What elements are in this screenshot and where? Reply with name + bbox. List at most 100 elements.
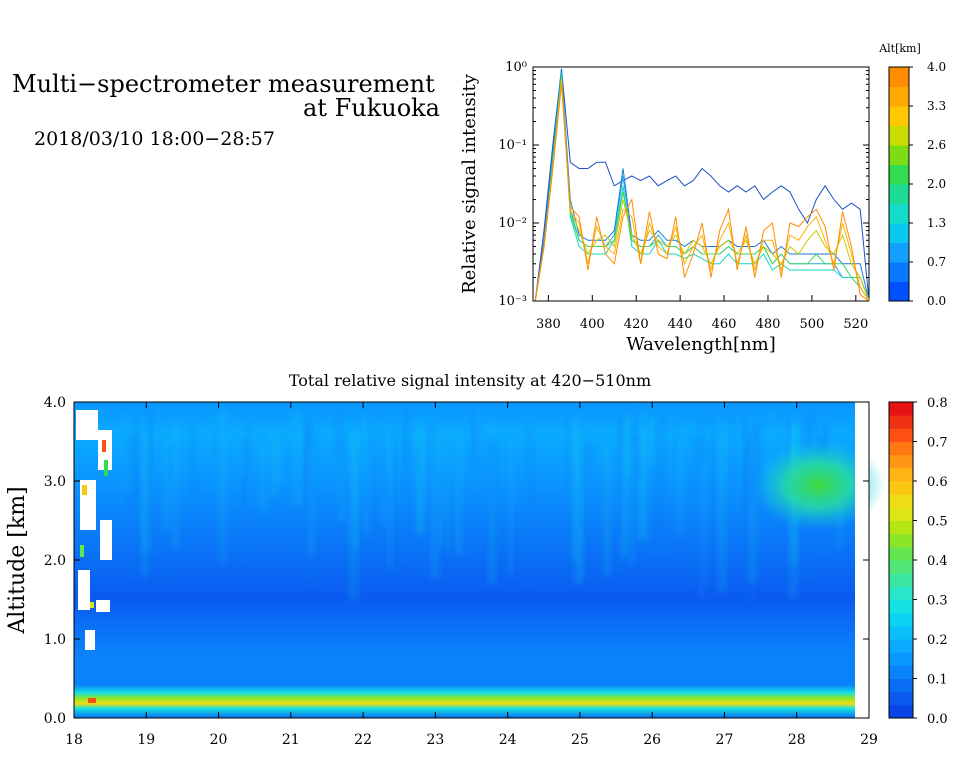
heatmap-streak bbox=[333, 411, 344, 456]
heatmap-streak bbox=[619, 416, 625, 572]
heatmap-streak bbox=[161, 441, 165, 591]
intensity-colorbar-label-1: 0.1 bbox=[927, 673, 948, 688]
heatmap-title: Total relative signal intensity at 420−5… bbox=[289, 371, 651, 390]
intensity-colorbar-swatch-5 bbox=[889, 639, 913, 653]
spectrum-series-2 bbox=[534, 72, 870, 302]
altitude-colorbar-swatch-3 bbox=[889, 223, 909, 243]
spectrum-x-tick-label-5: 480 bbox=[756, 317, 781, 332]
heatmap-streak bbox=[162, 438, 170, 532]
heatmap-x-tick-label-0: 18 bbox=[65, 732, 83, 748]
heatmap-noise-patch bbox=[78, 570, 90, 610]
spectrum-x-tick-label-7: 520 bbox=[843, 317, 868, 332]
spectrum-x-axis-label: Wavelength[nm] bbox=[626, 334, 776, 355]
heatmap-streak bbox=[352, 432, 360, 547]
heatmap-streak bbox=[656, 415, 666, 558]
intensity-colorbar-swatch-3 bbox=[889, 665, 913, 679]
heatmap-noise-patch bbox=[76, 410, 98, 440]
altitude-colorbar-swatch-6 bbox=[889, 164, 909, 185]
heatmap-noise-patch bbox=[104, 460, 108, 476]
spectrum-series-1 bbox=[534, 70, 870, 302]
heatmap-streak bbox=[147, 437, 153, 576]
heatmap-x-tick-label-4: 22 bbox=[354, 732, 372, 748]
heatmap-y-tick-label-2: 2.0 bbox=[44, 553, 66, 569]
heatmap-streak bbox=[454, 432, 464, 555]
heatmap-streak bbox=[430, 436, 440, 579]
altitude-colorbar-swatch-9 bbox=[889, 106, 909, 126]
spectrum-chart: 380 400 420 440 460 480 500 520 10⁻³ 10⁻² 10⁻¹ 10⁰… bbox=[459, 42, 946, 355]
intensity-colorbar-swatch-11 bbox=[889, 560, 913, 574]
heatmap-streak bbox=[629, 445, 635, 566]
heatmap-streak bbox=[150, 411, 155, 462]
intensity-colorbar-swatch-22 bbox=[889, 415, 913, 429]
heatmap-streak bbox=[140, 432, 148, 578]
altitude-colorbar-swatch-10 bbox=[889, 86, 909, 107]
spectrum-y-tick-label-3: 10⁰ bbox=[505, 60, 527, 75]
altitude-colorbar-label-3: 2.0 bbox=[927, 177, 946, 191]
heatmap-y-tick-label-3: 3.0 bbox=[44, 474, 66, 490]
altitude-colorbar-label-4: 2.6 bbox=[927, 138, 946, 152]
intensity-colorbar-swatch-21 bbox=[889, 428, 913, 442]
altitude-colorbar: 0.0 0.7 1.3 2.0 2.6 3.3 4.0 bbox=[888, 60, 946, 308]
heatmap-streak bbox=[689, 434, 697, 588]
heatmap-streak bbox=[269, 425, 278, 497]
spectrum-series-group bbox=[534, 68, 870, 302]
heatmap-streak bbox=[240, 420, 245, 476]
heatmap-streak bbox=[622, 420, 628, 553]
spectrum-x-tick-label-6: 500 bbox=[799, 317, 824, 332]
intensity-colorbar-label-5: 0.5 bbox=[927, 515, 948, 530]
altitude-colorbar-swatch-7 bbox=[889, 145, 909, 165]
spectrum-x-tick-label-0: 380 bbox=[536, 317, 561, 332]
heatmap-streak bbox=[294, 410, 302, 506]
intensity-colorbar-label-4: 0.4 bbox=[927, 554, 948, 569]
heatmap-noise-patch bbox=[102, 440, 106, 452]
intensity-colorbar-swatch-15 bbox=[889, 507, 913, 521]
heatmap-streak bbox=[367, 411, 376, 566]
intensity-colorbar-swatch-14 bbox=[889, 520, 913, 535]
altitude-colorbar-label-2: 1.3 bbox=[927, 216, 946, 230]
spectrum-series-0 bbox=[534, 68, 870, 302]
figure-title-block: Multi−spectrometer measurement at Fukuok… bbox=[12, 72, 440, 120]
altitude-colorbar-label-0: 0.0 bbox=[927, 294, 946, 308]
heatmap-streak bbox=[677, 443, 683, 536]
heatmap-streak bbox=[214, 426, 219, 473]
intensity-colorbar-swatch-4 bbox=[889, 652, 913, 666]
heatmap-streak bbox=[742, 425, 751, 507]
heatmap-streak bbox=[697, 416, 707, 462]
heatmap-x-tick-label-6: 24 bbox=[499, 732, 517, 748]
heatmap-x-ticks: 18 19 20 21 22 23 24 25 26 27 28 29 bbox=[65, 402, 878, 748]
heatmap-streak bbox=[566, 417, 571, 533]
spectrum-y-tick-label-2: 10⁻¹ bbox=[498, 138, 527, 153]
heatmap-x-tick-label-8: 26 bbox=[643, 732, 661, 748]
altitude-colorbar-swatch-8 bbox=[889, 125, 909, 146]
heatmap-streak bbox=[189, 425, 198, 518]
heatmap-streak bbox=[639, 430, 650, 542]
heatmap-streak bbox=[307, 444, 315, 557]
spectrum-y-tick-label-0: 10⁻³ bbox=[498, 294, 527, 309]
figure-title-line1: Multi−spectrometer measurement bbox=[12, 70, 435, 98]
heatmap-streak bbox=[729, 411, 735, 492]
intensity-colorbar-label-6: 0.6 bbox=[927, 475, 948, 490]
spectrum-y-tick-label-1: 10⁻² bbox=[498, 216, 527, 231]
heatmap-streak bbox=[525, 426, 535, 590]
intensity-colorbar-swatch-20 bbox=[889, 441, 913, 456]
heatmap-noise-patch bbox=[90, 602, 94, 608]
altitude-colorbar-swatch-5 bbox=[889, 184, 909, 204]
spectrum-series-3 bbox=[534, 74, 870, 302]
heatmap-streak bbox=[808, 410, 818, 458]
heatmap-streak bbox=[241, 439, 251, 566]
heatmap-noise-patch bbox=[96, 600, 110, 612]
heatmap-streak bbox=[470, 408, 476, 456]
heatmap-chart: Total relative signal intensity at 420−5… bbox=[5, 371, 948, 748]
spectrum-y-axis-label: Relative signal intensity bbox=[459, 73, 480, 294]
heatmap-x-tick-label-5: 23 bbox=[426, 732, 444, 748]
spectrum-x-tick-label-1: 400 bbox=[580, 317, 605, 332]
date-range-label: 2018/03/10 18:00−28:57 bbox=[34, 128, 275, 150]
heatmap-plot-area bbox=[74, 402, 885, 718]
altitude-colorbar-swatch-4 bbox=[889, 203, 909, 224]
heatmap-y-ticks: 0.0 1.0 2.0 3.0 4.0 bbox=[44, 395, 869, 727]
heatmap-streak bbox=[259, 443, 267, 514]
heatmap-streak bbox=[748, 429, 757, 497]
intensity-colorbar-swatch-18 bbox=[889, 467, 913, 482]
intensity-colorbar: 0.0 0.1 0.2 0.3 0.4 0.5 0.6 0.7 0.8 bbox=[888, 396, 948, 727]
intensity-colorbar-swatch-1 bbox=[889, 691, 913, 706]
